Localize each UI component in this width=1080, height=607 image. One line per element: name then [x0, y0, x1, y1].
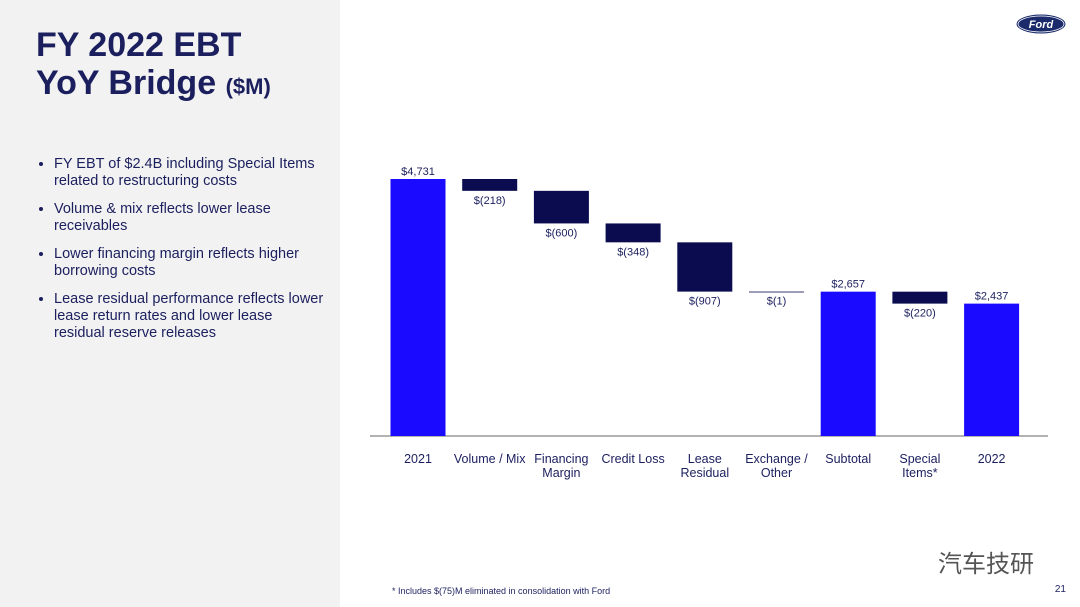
bar [533, 190, 589, 224]
logo-text: Ford [1029, 19, 1054, 31]
bullet: Volume & mix reflects lower lease receiv… [54, 201, 324, 235]
page-number: 21 [1054, 584, 1066, 595]
bar [892, 291, 948, 304]
x-tick-label: 2021 [404, 452, 432, 466]
x-tick-label: Volume / Mix [453, 452, 526, 466]
bar [390, 179, 446, 436]
value-label: $(220) [904, 308, 936, 320]
left-panel: FY 2022 EBT YoY Bridge ($M) FY EBT of $2… [0, 0, 340, 607]
logo-oval [1015, 13, 1067, 35]
value-label: $(907) [689, 296, 721, 308]
x-tick-label: Subtotal [825, 452, 872, 466]
bar [964, 303, 1020, 436]
value-label: $(218) [474, 195, 506, 207]
value-label: $2,657 [831, 279, 865, 291]
watermark: 汽车技研 [938, 551, 1034, 578]
bar [462, 179, 518, 191]
value-label: $(348) [617, 246, 649, 258]
x-tick-label: Financing Margin [534, 452, 589, 480]
value-label: $(1) [767, 296, 787, 308]
bar [749, 291, 804, 293]
bullet-list: FY EBT of $2.4B including Special Items … [30, 156, 324, 353]
bar [820, 291, 876, 436]
value-label: $4,731 [401, 166, 435, 178]
bar [677, 242, 733, 292]
bullet: FY EBT of $2.4B including Special Items … [54, 156, 324, 190]
x-tick-label: 2022 [977, 452, 1006, 466]
title-unit: ($M) [225, 74, 271, 99]
bullet: Lower financing margin reflects higher b… [54, 246, 324, 280]
footnote: * Includes $(75)M eliminated in consolid… [392, 586, 611, 596]
x-tick-label: Special Items* [899, 452, 941, 480]
x-tick-label: Exchange / Other [745, 452, 808, 480]
value-label: $2,437 [975, 291, 1009, 303]
x-tick-label: Credit Loss [601, 452, 665, 466]
bullet: Lease residual performance reflects lowe… [54, 291, 324, 342]
bar [605, 223, 661, 243]
logo-ring [1017, 15, 1065, 33]
title: FY 2022 EBT YoY Bridge ($M) [36, 26, 296, 106]
value-label: $(600) [546, 227, 578, 239]
title-text: FY 2022 EBT YoY Bridge [36, 26, 242, 102]
x-tick-label: Lease Residual [680, 452, 730, 480]
